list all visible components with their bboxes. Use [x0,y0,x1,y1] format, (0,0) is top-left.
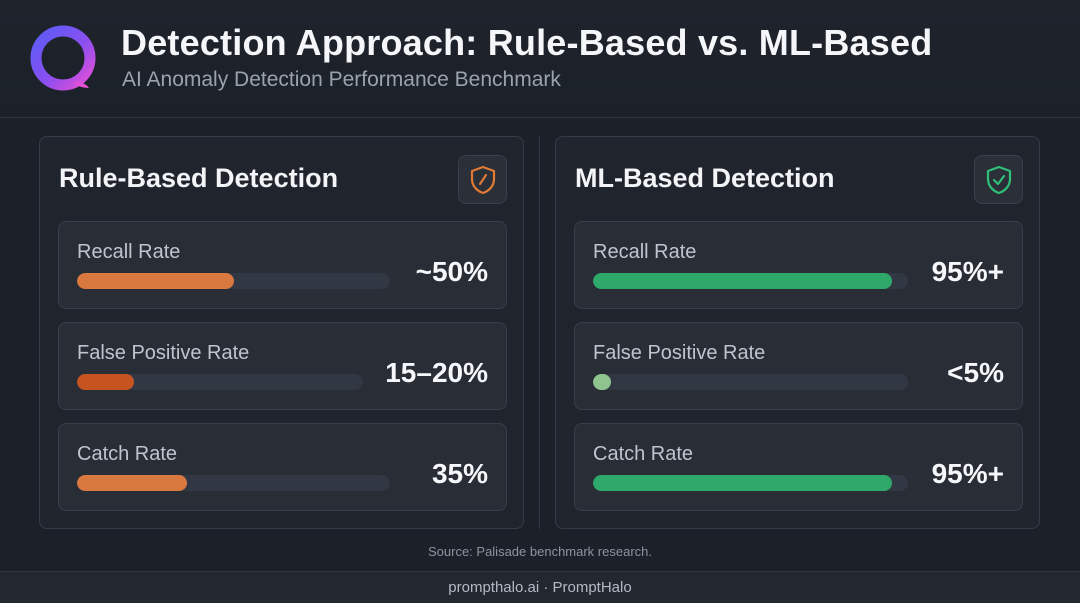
bar-recall [593,273,893,289]
footer: prompthalo.ai · PromptHalo [0,571,1080,603]
value-label: 35% [431,458,488,489]
metric-card-catch: Catch Rate 35% [58,423,507,511]
rule-badge [458,155,507,204]
bar-track [77,374,363,390]
value-label: 95%+ [931,458,1004,489]
metric-label: Catch Rate [77,443,178,465]
metric-card-recall: Recall Rate ~50% [58,221,507,309]
ring-logo-icon [30,25,96,91]
panel-title: Rule-Based Detection [59,163,339,193]
header: Detection Approach: Rule-Based vs. ML-Ba… [0,0,1080,118]
bar-false-positive [593,374,611,390]
metric-card-false-positive: False Positive Rate 15–20% [58,322,507,410]
rule-based-panel: Rule-Based Detection Recall Rate ~50% Fa… [39,136,524,529]
metric-label: False Positive Rate [593,342,766,364]
page-title: Detection Approach: Rule-Based vs. ML-Ba… [121,22,933,63]
bar-catch [593,475,893,491]
bar-track [593,475,908,491]
bar-track [77,273,390,289]
source-note: Source: Palisade benchmark research. [427,544,652,559]
bar-catch [77,475,187,491]
metric-card-false-positive: False Positive Rate <5% [574,322,1023,410]
footer-link[interactable]: prompthalo.ai · PromptHalo [448,579,632,596]
value-label: 95%+ [931,256,1004,287]
bar-track [77,475,390,491]
panel-title: ML-Based Detection [575,163,835,193]
value-label: 15–20% [385,357,488,388]
metric-card-catch: Catch Rate 95%+ [574,423,1023,511]
value-label: ~50% [415,256,488,287]
metric-label: Recall Rate [77,241,181,263]
shield-check-icon [986,165,1011,194]
ml-badge [974,155,1023,204]
value-label: <5% [947,357,1004,388]
bar-false-positive [77,374,135,390]
bar-recall [77,273,234,289]
metric-label: False Positive Rate [77,342,250,364]
metric-label: Recall Rate [593,241,697,263]
panel-divider [539,136,540,529]
metric-label: Catch Rate [593,443,694,465]
shield-slash-icon [470,165,495,194]
ml-based-panel: ML-Based Detection Recall Rate 95%+ Fals… [555,136,1040,529]
bar-track [593,374,908,390]
metric-card-recall: Recall Rate 95%+ [574,221,1023,309]
page-subtitle: AI Anomaly Detection Performance Benchma… [122,68,561,91]
bar-track [593,273,908,289]
